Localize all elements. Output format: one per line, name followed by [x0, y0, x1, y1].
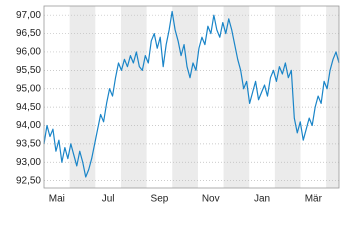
x-tick-label: Nov — [202, 194, 220, 205]
month-band — [223, 6, 250, 188]
y-tick-label: 93,50 — [16, 139, 41, 150]
x-tick-label: Jul — [102, 194, 115, 205]
y-tick-label: 92,50 — [16, 175, 41, 186]
month-band — [120, 6, 147, 188]
x-tick-label: Jan — [254, 194, 270, 205]
plot — [43, 10, 340, 178]
price-line — [43, 10, 340, 178]
y-tick-label: 96,00 — [16, 47, 41, 58]
y-tick-label: 97,00 — [16, 10, 41, 21]
y-tick-label: 96,50 — [16, 28, 41, 39]
month-bands — [69, 6, 339, 188]
y-tick-label: 94,00 — [16, 120, 41, 131]
month-band — [274, 6, 301, 188]
y-tick-label: 94,50 — [16, 102, 41, 113]
y-tick-label: 95,00 — [16, 83, 41, 94]
y-tick-label: 95,50 — [16, 65, 41, 76]
plot-frame — [43, 5, 340, 189]
x-tick-label: Mai — [49, 194, 65, 205]
x-tick-label: Mär — [305, 194, 323, 205]
y-tick-label: 93,00 — [16, 157, 41, 168]
x-tick-label: Sep — [151, 194, 169, 205]
chart: Mai Jul Sep Nov Jan Mär 92,50 93,00 93,50 94,00 94… — [16, 5, 340, 205]
